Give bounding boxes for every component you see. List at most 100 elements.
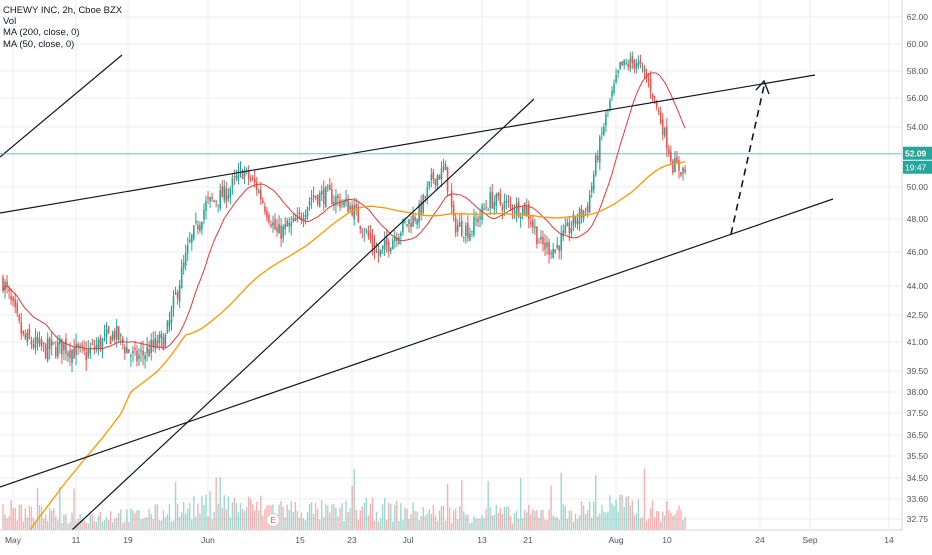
volume-bar [641,517,644,530]
candle-body [416,219,418,225]
candle-body [278,224,280,234]
volume-bar [507,506,510,530]
volume-bar [225,509,227,530]
volume-bar [414,511,416,530]
candle-body [290,222,293,227]
volume-bar [668,510,670,530]
candle-body [674,158,676,173]
volume-bar [528,504,530,530]
volume-bar [71,512,73,530]
candle-body [517,201,520,217]
candle-body [126,347,128,354]
volume-bar [337,516,339,530]
time-tick-label: Jul [403,535,414,545]
volume-bar [526,512,528,530]
candle-body [272,222,274,226]
candle-body [262,200,264,203]
candle-body [83,347,85,351]
candle-body [578,208,581,224]
candle-body [136,350,138,362]
candle-body [379,249,382,255]
candle-body [42,343,45,345]
volume-bar [174,482,177,530]
candle-body [489,192,491,208]
candle-body [479,216,481,219]
candle-body [316,195,319,205]
candle-body [432,172,435,180]
time-axis-bg [0,530,932,550]
volume-bar [515,510,518,530]
candle-body [190,234,193,243]
volume-bar [95,521,98,530]
candle-body [184,252,187,266]
candle-body [454,217,457,233]
candle-body [450,190,453,208]
candle-body [337,195,339,199]
volume-bar [670,513,672,530]
candle-body [304,214,307,221]
volume-bar [241,508,244,530]
volume-bar [558,519,560,530]
volume-bar [205,494,207,530]
candle-body [73,347,75,359]
volume-bar [591,517,593,530]
legend-ma200: MA (200, close, 0) [3,27,80,39]
volume-bar [605,512,607,530]
candle-body [87,349,90,357]
volume-bar [195,516,197,530]
candle-body [52,342,55,344]
volume-bar [593,501,595,530]
volume-bar [473,516,475,530]
legend-ma50: MA (50, close, 0) [3,38,75,50]
candle-body [554,249,556,253]
volume-bar [146,517,148,530]
candle-body [503,201,506,209]
candle-body [85,352,88,361]
volume-bar [239,503,242,530]
candle-body [491,191,494,209]
candle-body [643,67,646,72]
time-tick-label: 19 [123,535,133,545]
volume-bar [505,506,508,530]
candle-body [89,347,92,354]
volume-bar [623,507,625,530]
candle-body [647,79,650,81]
candle-body [452,205,455,216]
candle-body [566,222,569,227]
candle-body [205,201,207,211]
candle-body [178,285,181,302]
candle-body [414,217,416,221]
volume-bar [124,521,126,530]
ma-200-line [12,161,686,555]
volume-bar [223,495,225,530]
candle-body [302,219,305,221]
candle-body [381,245,384,249]
candle-body [515,203,518,216]
candle-body [580,208,583,218]
candle-body [619,61,621,70]
volume-bar [436,520,439,530]
candle-body [288,222,291,227]
candle-body [219,190,222,209]
volume-bar [152,518,154,530]
candle-body [408,219,410,224]
volume-bar [519,478,522,530]
candle-body [596,156,599,161]
candle-body [564,225,567,233]
volume-bar [400,503,402,530]
candle-body [124,347,126,353]
candle-body [357,206,360,223]
candle-body [16,303,19,314]
candle-body [463,236,465,238]
volume-bar [67,523,69,530]
volume-bar [176,503,179,530]
volume-bar [343,521,345,530]
candle-body [257,190,260,193]
channel-upper-trendline [0,74,816,214]
candle-body [540,237,542,240]
volume-bar [333,503,335,530]
volume-bar [109,511,112,530]
candle-body [487,209,489,211]
